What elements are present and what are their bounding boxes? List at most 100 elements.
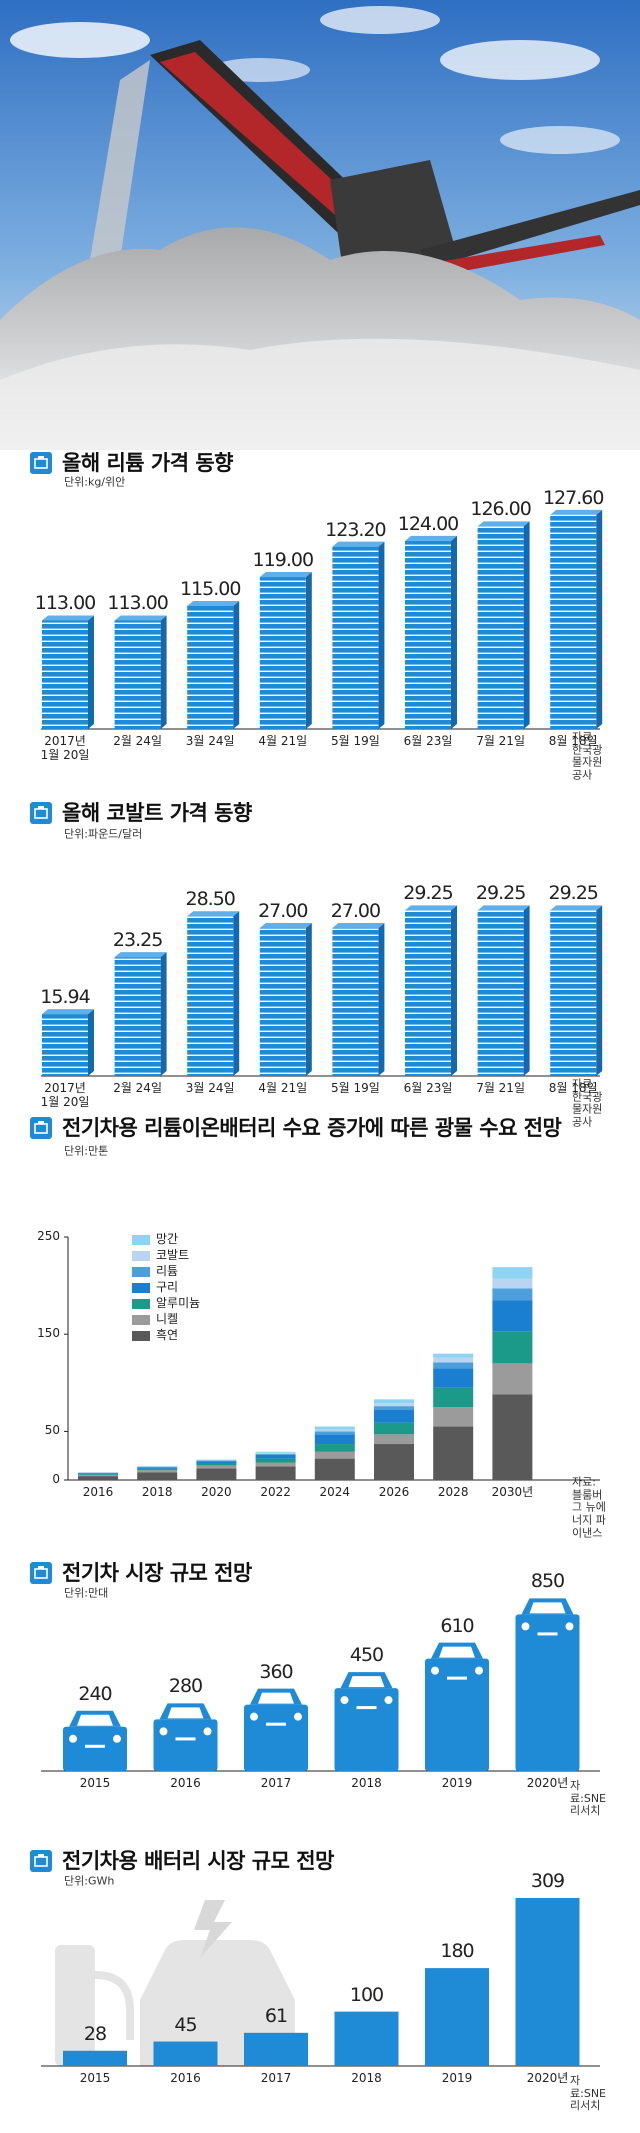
source-label: 자료:한국광물자원공사	[572, 730, 603, 782]
chart-title: 전기차용 배터리 시장 규모 전망	[62, 1848, 334, 1873]
bar-segment	[255, 1453, 296, 1455]
value-label: 127.60	[542, 486, 604, 509]
bar-side	[378, 541, 385, 729]
bar	[42, 620, 88, 729]
bar-top	[42, 615, 94, 621]
bar-side	[523, 905, 530, 1076]
bar	[114, 957, 161, 1076]
value-label: 850	[530, 1570, 565, 1593]
bar-segment	[374, 1403, 414, 1407]
x-tick-label: 8월 18일	[548, 734, 598, 748]
chart-title: 올해 리튬 가격 동향	[62, 450, 234, 475]
bar-segment	[374, 1444, 414, 1480]
value-label: 450	[349, 1644, 384, 1667]
x-tick-label: 2016	[170, 1776, 201, 1790]
legend-label: 알루미늄	[156, 1296, 201, 1311]
bar-segment	[78, 1476, 118, 1480]
x-tick-label: 2016	[82, 1485, 114, 1499]
heading-icon-terminal	[38, 1121, 44, 1124]
x-tick-label: 2020	[201, 1485, 232, 1499]
bar-side	[160, 952, 167, 1076]
chart-title: 전기차 시장 규모 전망	[62, 1560, 252, 1585]
car-light	[475, 1666, 483, 1675]
y-tick-label: 50	[44, 1423, 60, 1438]
bar-top	[259, 922, 312, 928]
bar-side	[596, 905, 603, 1076]
value-label: 23.25	[112, 929, 163, 952]
car-light	[384, 1696, 393, 1705]
value-label: 61	[264, 2004, 288, 2027]
x-tick-label: 2020년	[526, 1776, 569, 1790]
source-label: 자료:블룸버그 뉴에너지 파이낸스	[572, 1475, 606, 1539]
bar	[405, 910, 451, 1076]
x-tick-label: 7월 21일	[476, 734, 525, 748]
bar-top	[405, 535, 457, 541]
legend-label: 망간	[156, 1232, 179, 1247]
x-tick-label: 2017	[260, 1776, 292, 1790]
source-label: 자료:SNE리서치	[570, 1779, 607, 1818]
car-window	[77, 1714, 113, 1726]
bar-segment	[433, 1368, 474, 1388]
bar-side	[305, 922, 312, 1076]
bar-segment	[78, 1475, 118, 1477]
heading-icon	[30, 1850, 52, 1872]
unit-label: 단위:파운드/달러	[64, 827, 143, 841]
value-label: 28.50	[185, 888, 235, 911]
bar-segment	[374, 1434, 414, 1445]
x-tick-label: 2016	[170, 2071, 201, 2085]
value-label: 126.00	[470, 498, 531, 521]
source-label: 자료:한국광물자원공사	[572, 1077, 603, 1129]
car-light	[250, 1712, 258, 1721]
value-label: 119.00	[252, 549, 314, 572]
x-tick-label: 3월 24일	[185, 734, 235, 748]
value-label: 29.25	[403, 882, 453, 905]
value-label: 27.00	[258, 900, 308, 923]
bar-segment	[255, 1451, 296, 1453]
value-label: 100	[349, 1983, 384, 2006]
y-tick-label: 150	[37, 1326, 60, 1341]
car-grille	[266, 1722, 286, 1726]
bar-top	[332, 922, 385, 928]
bar	[259, 927, 306, 1076]
legend-label: 리튬	[156, 1264, 179, 1279]
bar-segment	[492, 1300, 533, 1332]
hero-photo	[0, 0, 640, 450]
car-light	[340, 1696, 349, 1705]
bar-segment	[433, 1407, 474, 1427]
value-label: 123.20	[325, 518, 386, 541]
bar-segment	[314, 1444, 355, 1452]
bar-side	[596, 509, 603, 729]
bar-segment	[255, 1452, 296, 1454]
x-tick-label: 2019	[441, 1776, 473, 1790]
bar-segment	[374, 1399, 414, 1404]
bar-segment	[492, 1288, 533, 1301]
bar	[515, 1897, 580, 2066]
bar-segment	[196, 1465, 237, 1469]
bar-segment	[314, 1429, 355, 1432]
value-label: 124.00	[397, 512, 459, 535]
x-tick-label: 2015	[79, 1776, 111, 1790]
heading-icon-terminal	[38, 1854, 44, 1857]
bar-segment	[492, 1278, 533, 1289]
bar-segment	[137, 1472, 178, 1480]
bar	[153, 2041, 218, 2066]
x-tick-label: 2028	[437, 1485, 469, 1499]
bar-segment	[492, 1331, 533, 1364]
y-tick-label: 250	[37, 1229, 60, 1244]
heading-icon-terminal	[38, 456, 44, 459]
bar-segment	[433, 1353, 474, 1358]
car-grille	[447, 1676, 467, 1680]
x-tick-label: 8월 18일	[548, 1081, 598, 1095]
bar-segment	[255, 1454, 296, 1459]
bar-segment	[255, 1458, 296, 1463]
car-window	[439, 1646, 475, 1658]
bar-top	[332, 541, 385, 547]
bar-side	[233, 601, 240, 729]
bar-top	[187, 911, 240, 917]
bar	[259, 577, 306, 729]
bar	[550, 514, 597, 729]
bar-segment	[433, 1387, 474, 1408]
bar-segment	[314, 1458, 355, 1480]
x-tick-label: 2월 24일	[113, 1081, 162, 1095]
